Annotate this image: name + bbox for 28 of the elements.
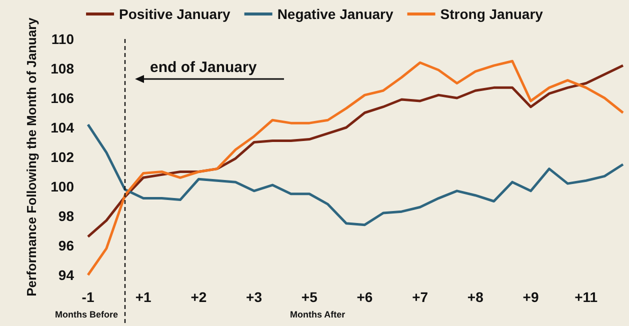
line-series [86, 60, 624, 276]
y-tick-label: 108 [50, 60, 74, 76]
y-tick-label: 106 [50, 90, 74, 106]
line-series [86, 123, 624, 226]
x-tick-label: +3 [246, 289, 262, 305]
y-tick-label: 104 [50, 120, 74, 136]
x-tick-label: +2 [190, 289, 207, 305]
x-tick-label: -1 [82, 289, 94, 305]
y-tick-label: 100 [50, 178, 74, 194]
x-tick-label: +9 [522, 289, 539, 305]
y-tick-label: 102 [50, 149, 74, 165]
x-tick-label: +1 [135, 289, 152, 305]
y-tick-label: 110 [51, 31, 74, 47]
y-axis-title: Performance Following the Month of January [24, 16, 40, 296]
legend-label: Negative January [277, 6, 394, 22]
legend-label: Strong January [440, 6, 544, 22]
x-tick-label: +5 [301, 289, 318, 305]
x-tick-label: +8 [467, 289, 484, 305]
x-tick-label: +6 [356, 289, 373, 305]
text: Months Before [55, 310, 118, 320]
text: Months After [290, 310, 346, 320]
annotation: end of January [150, 59, 258, 76]
y-tick-label: 94 [58, 267, 74, 283]
y-tick-label: 98 [58, 208, 74, 224]
legend-label: Positive January [119, 6, 231, 22]
x-tick-label: +7 [412, 289, 428, 305]
x-tick-label: +11 [574, 289, 598, 305]
y-tick-label: 96 [58, 238, 74, 254]
